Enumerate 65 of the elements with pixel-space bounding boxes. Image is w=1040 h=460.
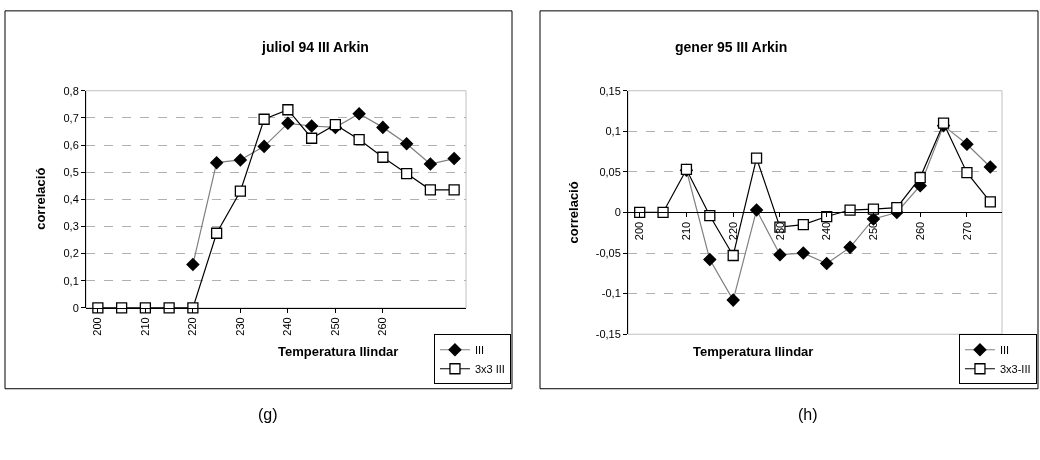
y-tick-label: 0,3 [63, 220, 79, 233]
legend-label: III [474, 344, 485, 357]
y-tick-label: -0,1 [601, 287, 621, 300]
point [258, 113, 270, 125]
y-tick-label: 0,15 [599, 84, 621, 97]
y-tick-label: 0,4 [63, 193, 79, 206]
x-tick-label: 240 [281, 317, 294, 336]
point [448, 184, 460, 196]
x-tick-label: 200 [91, 317, 104, 336]
y-tick-label: -0,15 [595, 328, 621, 341]
point [984, 196, 996, 208]
point [400, 167, 413, 180]
point [234, 185, 247, 197]
x-tick-label: 260 [913, 221, 926, 241]
y-tick-label: 0,1 [63, 274, 79, 287]
y-tick-label: 0,5 [63, 166, 79, 179]
x-tick-label: 230 [773, 221, 786, 241]
x-tick-label: 260 [376, 317, 389, 336]
point [282, 104, 294, 116]
chart-title: gener 95 III Arkin [675, 39, 788, 55]
y-tick-label: 0,6 [63, 138, 79, 151]
point [187, 302, 199, 314]
point [914, 171, 926, 184]
point [961, 167, 973, 179]
point [937, 117, 950, 129]
y-axis-title: correlació [565, 181, 581, 244]
point [353, 133, 365, 146]
y-tick-label: 0 [614, 206, 621, 219]
y-tick-label: 0,2 [63, 247, 79, 260]
text: (h) [798, 406, 818, 423]
y-tick-label: -0,05 [595, 246, 621, 259]
chart-title: juliol 94 III Arkin [261, 39, 369, 55]
point [797, 218, 809, 231]
y-tick-label: 0,05 [599, 165, 621, 178]
y-tick-label: 0,1 [605, 125, 621, 138]
x-tick-label: 240 [820, 221, 833, 241]
x-tick-label: 250 [328, 317, 341, 336]
x-tick-label: 220 [726, 221, 739, 241]
y-tick-label: 0 [72, 301, 79, 314]
x-axis-title: Temperatura llindar [693, 344, 814, 359]
legend-label: III [999, 344, 1010, 357]
x-tick-label: 210 [680, 221, 693, 241]
legend-label: 3x3 III [474, 363, 505, 376]
point [727, 249, 739, 262]
point [424, 184, 437, 196]
point [92, 302, 104, 314]
y-axis-title: correlació [33, 167, 49, 230]
x-tick-label: 200 [633, 221, 646, 241]
point [163, 302, 175, 314]
point [210, 227, 223, 239]
x-tick-label: 230 [233, 317, 246, 336]
x-tick-label: 210 [138, 317, 151, 336]
point [750, 152, 763, 164]
text: (g) [258, 406, 278, 423]
x-tick-label: 220 [186, 317, 199, 336]
legend-label: 3x3-III [999, 363, 1031, 376]
point [115, 302, 128, 314]
y-tick-label: 0,7 [63, 111, 79, 124]
point [377, 151, 389, 163]
y-tick-label: 0,8 [63, 84, 79, 97]
x-axis-title: Temperatura llindar [278, 344, 399, 359]
point [305, 132, 318, 144]
x-tick-label: 270 [960, 221, 973, 241]
point [844, 204, 856, 216]
point [139, 302, 152, 314]
